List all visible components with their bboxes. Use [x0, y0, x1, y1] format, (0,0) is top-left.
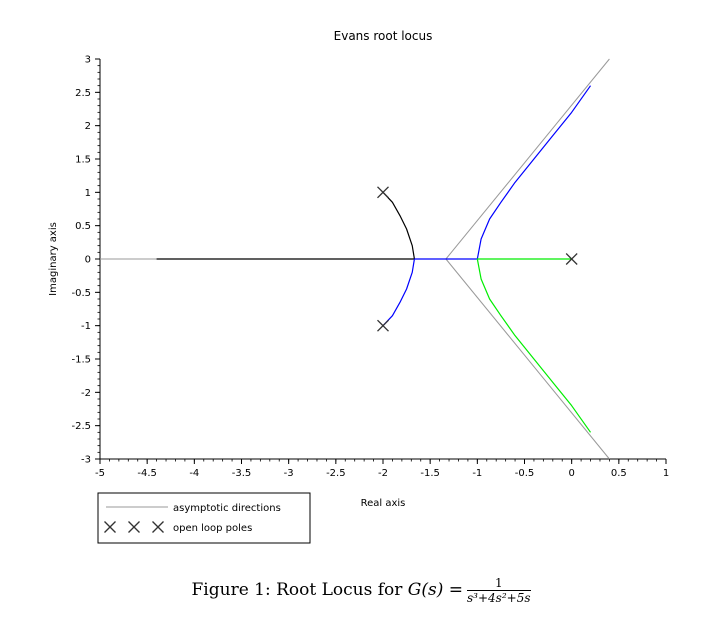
- legend-asymptote-label: asymptotic directions: [173, 503, 281, 514]
- pole-marker-stroke: [152, 521, 164, 533]
- y-tick-label: -1.5: [71, 355, 91, 366]
- y-tick-label: 2.5: [75, 88, 91, 99]
- locus-branches: [156, 85, 592, 433]
- legend: asymptotic directions open loop poles: [97, 492, 311, 544]
- caption-numerator: 1: [467, 576, 531, 591]
- asymptote-line: [445, 258, 610, 460]
- x-tick-label: -1: [472, 468, 482, 479]
- axes: -5 -4.5 -4 -3.5 -3 -2.5 -2 -1.5 -1 -0.5 0 0.5 1 3 2.5 2…: [71, 55, 669, 480]
- pole-marker-stroke: [377, 319, 389, 332]
- locus-branch-1: [156, 191, 416, 260]
- caption-lhs: G(s) =: [407, 580, 464, 600]
- pole-marker-stroke: [104, 521, 116, 533]
- locus-branch-4: [476, 258, 592, 433]
- y-tick-label: -0.5: [71, 288, 91, 299]
- x-tick-label: -3.5: [232, 468, 252, 479]
- x-tick-label: -4: [189, 468, 199, 479]
- y-tick-label: -3: [81, 455, 91, 466]
- pole-marker: [377, 186, 389, 199]
- x-tick-label: -1.5: [420, 468, 440, 479]
- pole-marker: [565, 253, 578, 265]
- y-tick-label: 2: [85, 121, 91, 132]
- root-locus-chart: Evans root locus -5 -4.5 -4 -3.5 -3 -2.5 -2 -1.…: [48, 29, 669, 544]
- y-tick-label: -1: [81, 321, 91, 332]
- y-tick-label: -2: [81, 388, 91, 399]
- y-tick-label: 1.5: [75, 155, 91, 166]
- pole-marker-stroke: [377, 186, 389, 199]
- x-tick-label: -4.5: [137, 468, 157, 479]
- pole-marker-stroke: [128, 521, 140, 533]
- y-tick-label: 1: [85, 188, 91, 199]
- x-tick-label: -5: [95, 468, 105, 479]
- legend-pole-markers: [104, 521, 164, 533]
- caption-prefix: Figure 1: Root Locus for: [191, 580, 408, 600]
- caption-denominator: s³+4s²+5s: [467, 591, 531, 605]
- legend-poles-label: open loop poles: [173, 523, 252, 534]
- x-tick-label: -2.5: [326, 468, 346, 479]
- x-tick-label: -0.5: [515, 468, 535, 479]
- locus-branch-2: [382, 258, 416, 327]
- figure-caption: Figure 1: Root Locus for G(s) = 1 s³+4s²+5…: [0, 576, 722, 605]
- pole-marker-stroke: [565, 253, 578, 265]
- y-tick-label: 3: [85, 55, 91, 66]
- legend-box: [97, 492, 311, 544]
- legend-pole-marker: [128, 521, 140, 533]
- chart-title: Evans root locus: [334, 29, 433, 43]
- legend-pole-marker: [104, 521, 116, 533]
- legend-pole-marker: [152, 521, 164, 533]
- x-tick-label: 1: [663, 468, 669, 479]
- y-tick-label: -2.5: [71, 421, 91, 432]
- caption-fraction: 1 s³+4s²+5s: [467, 576, 531, 605]
- asymptote-line: [445, 58, 610, 260]
- x-tick-label: 0.5: [611, 468, 627, 479]
- pole-marker: [377, 319, 389, 332]
- x-tick-label: -3: [284, 468, 294, 479]
- open-loop-poles: [377, 186, 578, 332]
- x-tick-label: -2: [378, 468, 388, 479]
- y-tick-label: 0.5: [75, 221, 91, 232]
- y-tick-label: 0: [85, 255, 91, 266]
- x-axis-label: Real axis: [361, 498, 406, 509]
- locus-branch-3: [414, 85, 592, 260]
- x-tick-label: 0: [568, 468, 574, 479]
- y-axis-label: Imaginary axis: [48, 222, 59, 296]
